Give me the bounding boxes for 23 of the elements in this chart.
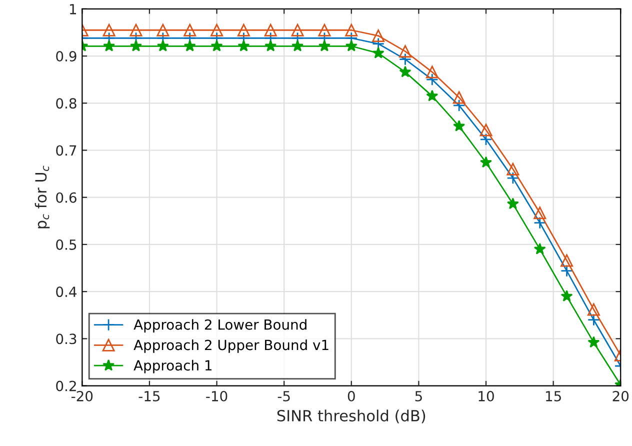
x-tick-label: 15 [546, 391, 561, 402]
y-tick-label: 0.9 [56, 50, 76, 62]
x-tick-label: -15 [138, 391, 160, 402]
x-tick-label: 20 [612, 390, 629, 402]
y-tick-label: 0.2 [56, 380, 76, 392]
x-tick-label: -20 [71, 390, 93, 402]
x-tick-label: 10 [478, 390, 494, 402]
y-tick-label: 0.5 [56, 239, 76, 250]
legend-label: Approach 2 Lower Bound [134, 319, 306, 333]
legend-label: Approach 2 Upper Bound v1 [134, 339, 328, 353]
y-tick-label: 0.3 [56, 334, 76, 344]
y-tick-label: 1 [70, 4, 76, 14]
y-tick-label: 0.8 [56, 98, 76, 109]
y-tick-label: 0.7 [56, 145, 76, 156]
x-tick-label: -10 [206, 390, 228, 402]
y-axis-title: p$_{c}$ for U$_{c}$ [34, 166, 50, 228]
y-tick-label: 0.6 [56, 192, 76, 203]
y-tick-label: 0.4 [56, 286, 77, 298]
x-tick-label: -5 [278, 391, 290, 402]
x-tick-label: 0 [348, 390, 355, 402]
x-axis-title: SINR threshold (dB) [277, 410, 426, 424]
legend-label: Approach 1 [134, 360, 212, 374]
x-tick-label: 5 [415, 391, 422, 402]
